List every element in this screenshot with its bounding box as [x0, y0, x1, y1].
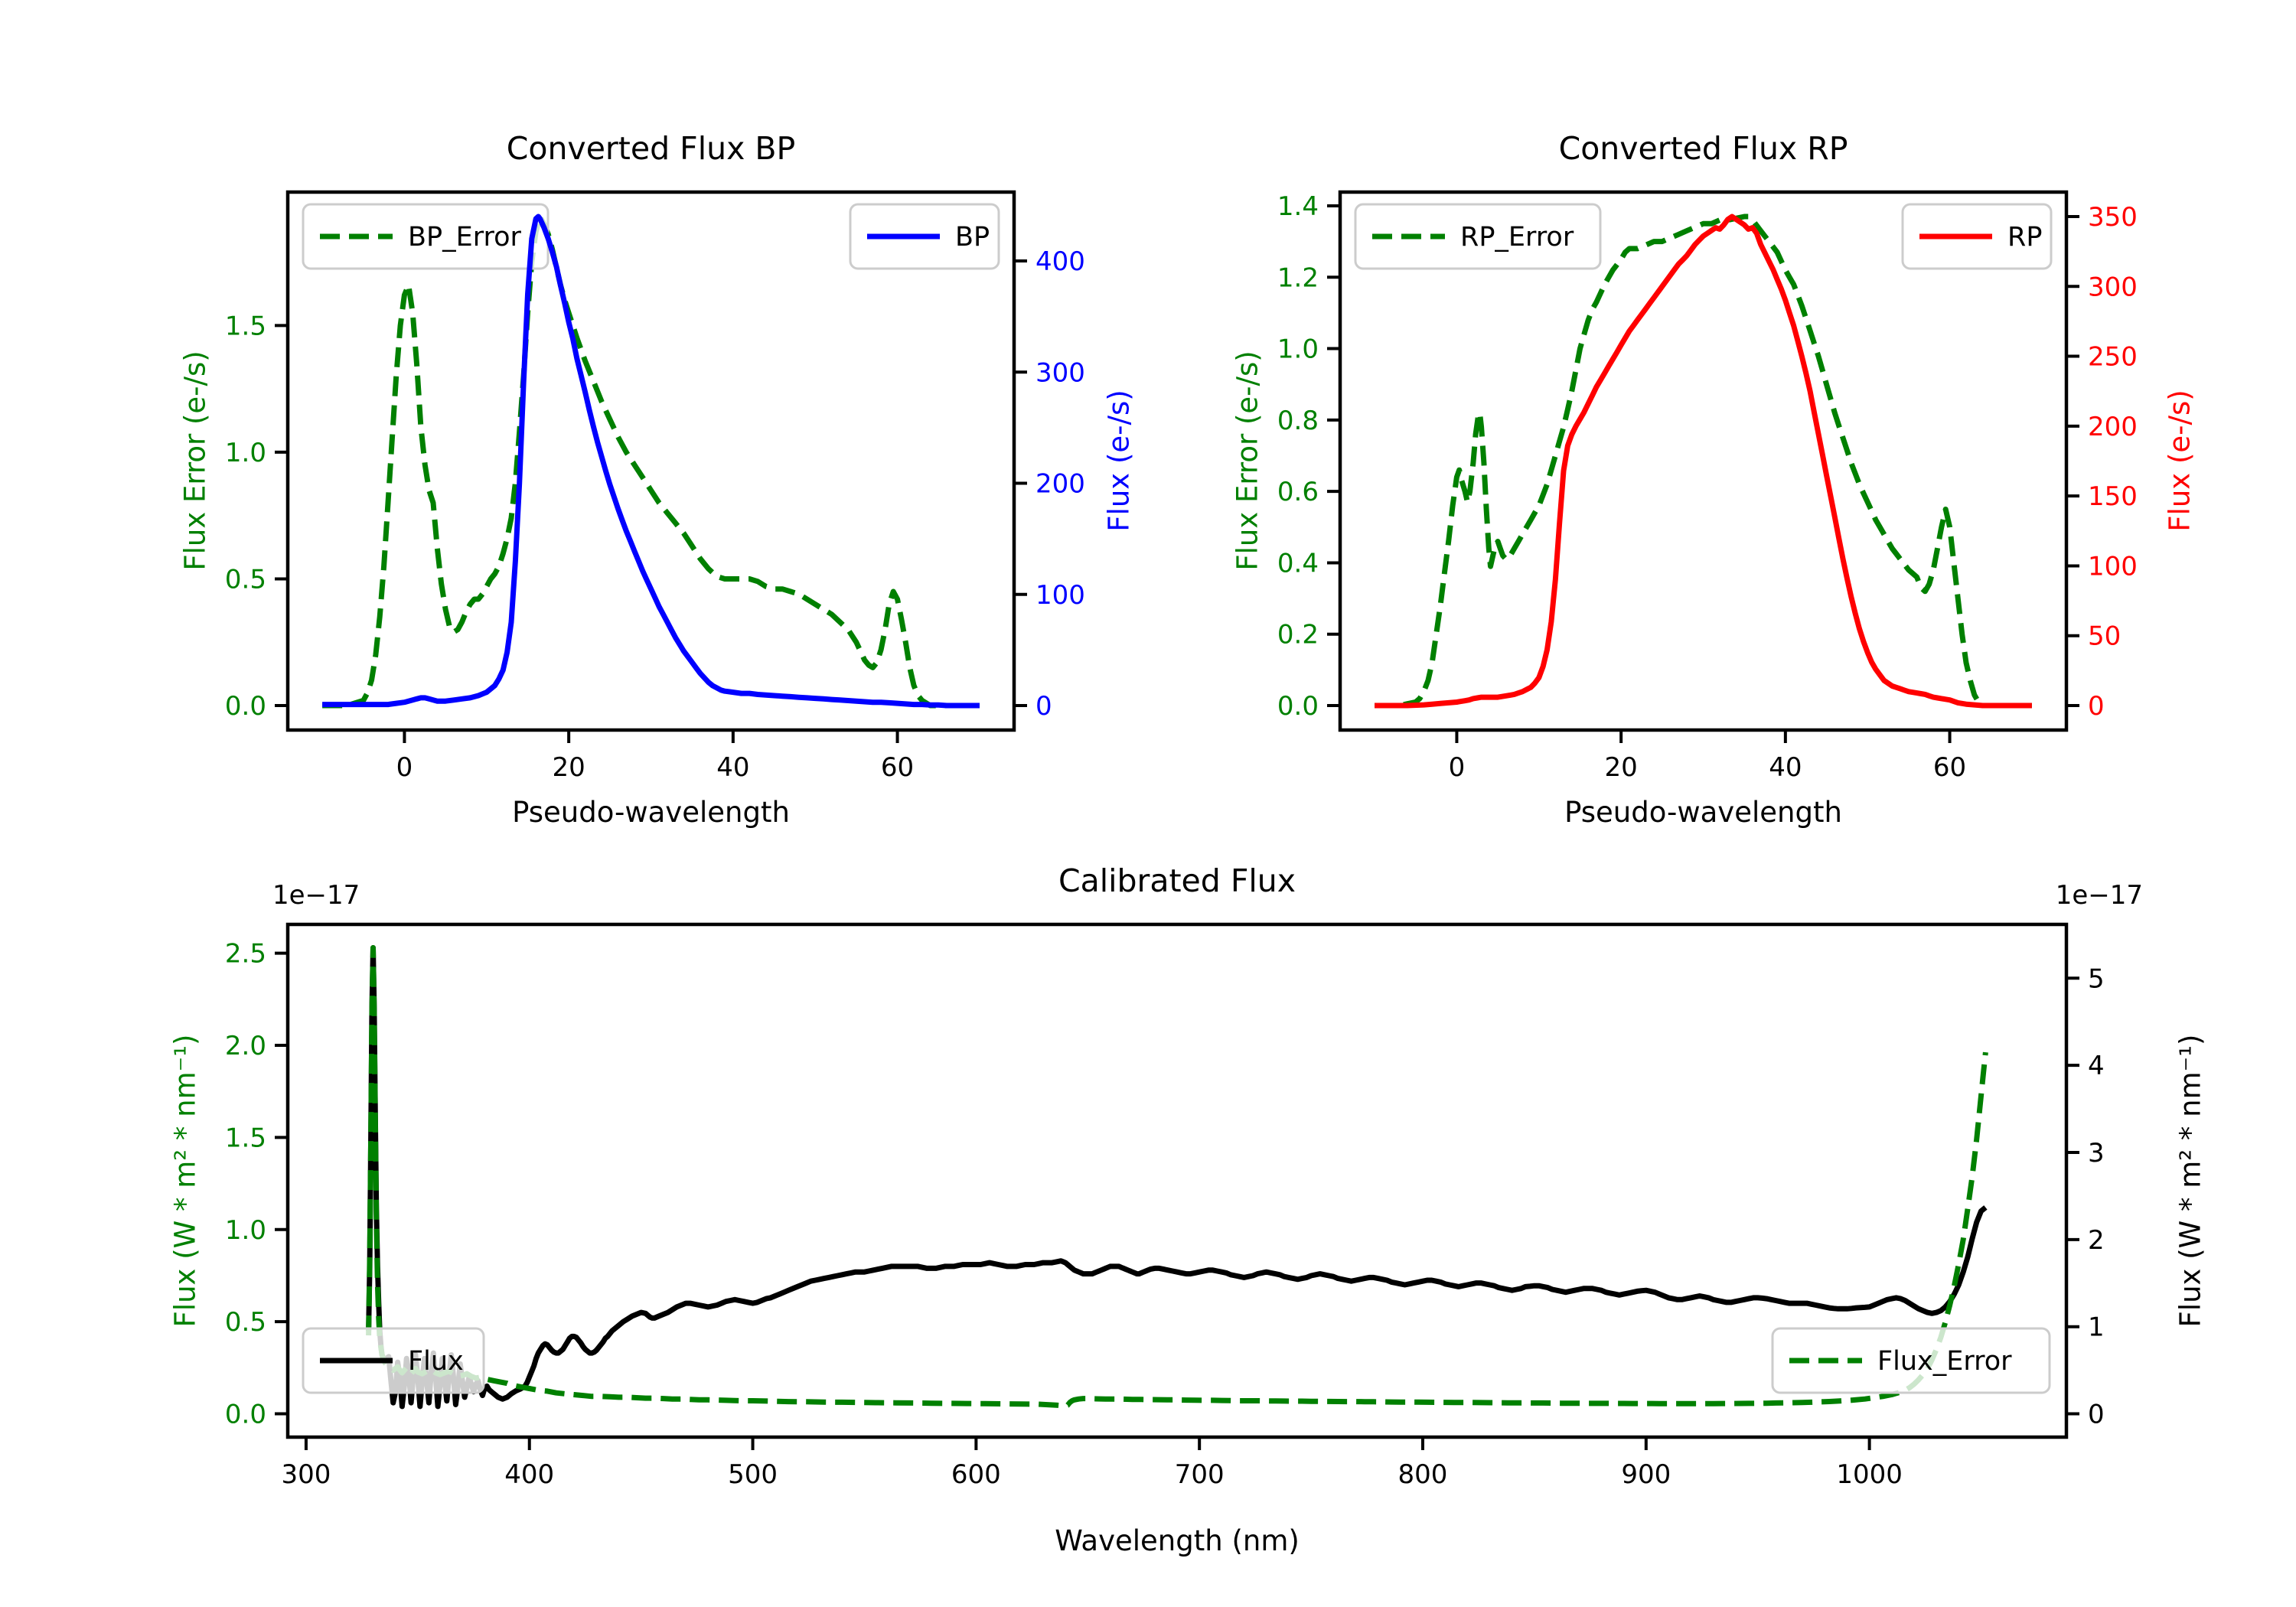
plot-area-calibrated: 300 400 500 600 700 800 900 1000 0.0 0.5 1.0 1.5 2.0…	[225, 922, 2105, 1490]
series-BP_Error	[322, 214, 980, 709]
left-y-tick-label: 0.5	[225, 1307, 266, 1338]
left-y-tick-label: 0.4	[1277, 548, 1319, 579]
legend-RP: RP	[1901, 203, 2053, 270]
left-y-tick-label: 0.8	[1277, 406, 1319, 436]
x-tick-label: 300	[281, 1459, 331, 1490]
series-RP_Error	[1375, 214, 2032, 709]
right-y-tick-label: 1	[2088, 1312, 2105, 1343]
right-y-tick-label: 200	[2088, 412, 2138, 442]
right-y-tick-label: 0	[2088, 1400, 2105, 1430]
legend-Flux: Flux	[302, 1327, 485, 1394]
right-y-tick-label: 100	[2088, 551, 2138, 582]
series-RP	[1375, 214, 2032, 709]
left-y-tick-label: 1.4	[1277, 191, 1319, 222]
legend-BP_Error: BP_Error	[302, 203, 550, 270]
chart-title-rp: Converted Flux RP	[1558, 130, 1848, 167]
x-tick-label: 20	[553, 752, 585, 783]
x-tick-label: 900	[1621, 1459, 1671, 1490]
right-y-tick-label: 0	[1035, 691, 1052, 722]
legend-Flux_Error: Flux_Error	[1771, 1327, 2051, 1394]
right-y-tick-label: 0	[2088, 691, 2105, 722]
x-tick-label: 60	[1933, 752, 1966, 783]
right-y-tick-label: 2	[2088, 1225, 2105, 1256]
chart-title-bp: Converted Flux BP	[506, 130, 796, 167]
legend-box	[1354, 203, 1602, 270]
x-tick-label: 60	[881, 752, 914, 783]
x-tick-label: 400	[504, 1459, 554, 1490]
xlabel-bp: Pseudo-wavelength	[512, 796, 790, 829]
left-y-tick-label: 1.0	[225, 1215, 266, 1246]
legend-box	[1771, 1327, 2051, 1394]
ylabel-rp-flux-error: Flux Error (e-/s)	[1231, 350, 1264, 571]
right-y-tick-label: 150	[2088, 481, 2138, 512]
axes-spines	[285, 190, 1016, 732]
ylabel-cal-flux-right: Flux (W * m² * nm⁻¹)	[2174, 1034, 2207, 1328]
offset-text-right: 1e−17	[2055, 880, 2143, 911]
ylabel-cal-flux: Flux (W * m² * nm⁻¹)	[168, 1034, 202, 1328]
legend-label: RP_Error	[1460, 222, 1574, 253]
right-y-tick-label: 100	[1035, 580, 1085, 611]
ylabel-bp-flux-error: Flux Error (e-/s)	[178, 350, 212, 571]
legend-label: BP	[955, 222, 990, 253]
chart-title-calibrated: Calibrated Flux	[1058, 862, 1296, 899]
left-y-tick-label: 1.0	[225, 438, 266, 468]
x-tick-label: 20	[1605, 752, 1638, 783]
xlabel-cal: Wavelength (nm)	[1055, 1524, 1300, 1557]
series-Flux_Error	[366, 945, 1988, 1409]
right-y-tick-label: 350	[2088, 202, 2138, 233]
x-tick-label: 800	[1398, 1459, 1448, 1490]
right-y-tick-label: 250	[2088, 342, 2138, 373]
left-y-tick-label: 0.0	[225, 691, 266, 722]
right-y-tick-label: 300	[1035, 357, 1085, 388]
right-y-tick-label: 4	[2088, 1051, 2105, 1081]
right-y-tick-label: 5	[2088, 963, 2105, 994]
legend-label: Flux	[408, 1346, 464, 1377]
chart-svg-cal: 300 400 500 600 700 800 900 1000 0.0 0.5 1.0 1.5 2.0…	[225, 922, 2105, 1490]
legend-RP_Error: RP_Error	[1354, 203, 1602, 270]
x-tick-label: 40	[1769, 752, 1802, 783]
x-tick-label: 600	[951, 1459, 1001, 1490]
x-tick-label: 40	[716, 752, 749, 783]
series-Flux	[366, 945, 1988, 1410]
right-y-tick-label: 3	[2088, 1138, 2105, 1169]
chart-svg-bp: 0 20 40 60 0.0 0.5 1.0 1.5 0 100 200 300 400 BP_Error…	[225, 190, 1085, 783]
x-tick-label: 0	[396, 752, 413, 783]
left-y-tick-label: 0.5	[225, 564, 266, 595]
left-y-tick-label: 2.0	[225, 1031, 266, 1061]
left-y-tick-label: 2.5	[225, 939, 266, 970]
left-y-tick-label: 1.0	[1277, 334, 1319, 365]
right-y-tick-label: 50	[2088, 621, 2121, 652]
legend-BP: BP	[849, 203, 1000, 270]
legend-box	[302, 1327, 485, 1394]
series-BP	[322, 214, 980, 709]
legend-label: Flux_Error	[1877, 1346, 2012, 1377]
xlabel-rp: Pseudo-wavelength	[1564, 796, 1842, 829]
plot-area-bp: 0 20 40 60 0.0 0.5 1.0 1.5 0 100 200 300 400 BP_Error…	[225, 190, 1085, 783]
left-y-tick-label: 0.2	[1277, 620, 1319, 650]
plot-area-rp: 0 20 40 60 0.0 0.2 0.4 0.6 0.8 1.0 1.2 1.4 0 50 100 150…	[1277, 190, 2138, 783]
axes-spines	[285, 922, 2069, 1439]
legend-label: BP_Error	[408, 222, 522, 253]
left-y-tick-label: 1.5	[225, 311, 266, 341]
right-y-tick-label: 400	[1035, 246, 1085, 277]
x-tick-label: 700	[1175, 1459, 1225, 1490]
x-tick-label: 1000	[1836, 1459, 1903, 1490]
axes-spines	[1338, 190, 2069, 732]
x-tick-label: 500	[728, 1459, 778, 1490]
left-y-tick-label: 0.6	[1277, 477, 1319, 507]
left-y-tick-label: 0.0	[1277, 691, 1319, 722]
legend-label: RP	[2007, 222, 2042, 253]
chart-svg-rp: 0 20 40 60 0.0 0.2 0.4 0.6 0.8 1.0 1.2 1.4 0 50 100 150…	[1277, 190, 2138, 783]
ylabel-bp-flux: Flux (e-/s)	[1102, 390, 1136, 532]
right-y-tick-label: 300	[2088, 272, 2138, 302]
left-y-tick-label: 0.0	[225, 1400, 266, 1430]
x-tick-label: 0	[1449, 752, 1466, 783]
right-y-tick-label: 200	[1035, 469, 1085, 500]
offset-text-left: 1e−17	[272, 880, 360, 911]
ylabel-rp-flux: Flux (e-/s)	[2163, 390, 2197, 532]
left-y-tick-label: 1.2	[1277, 262, 1319, 293]
left-y-tick-label: 1.5	[225, 1123, 266, 1153]
